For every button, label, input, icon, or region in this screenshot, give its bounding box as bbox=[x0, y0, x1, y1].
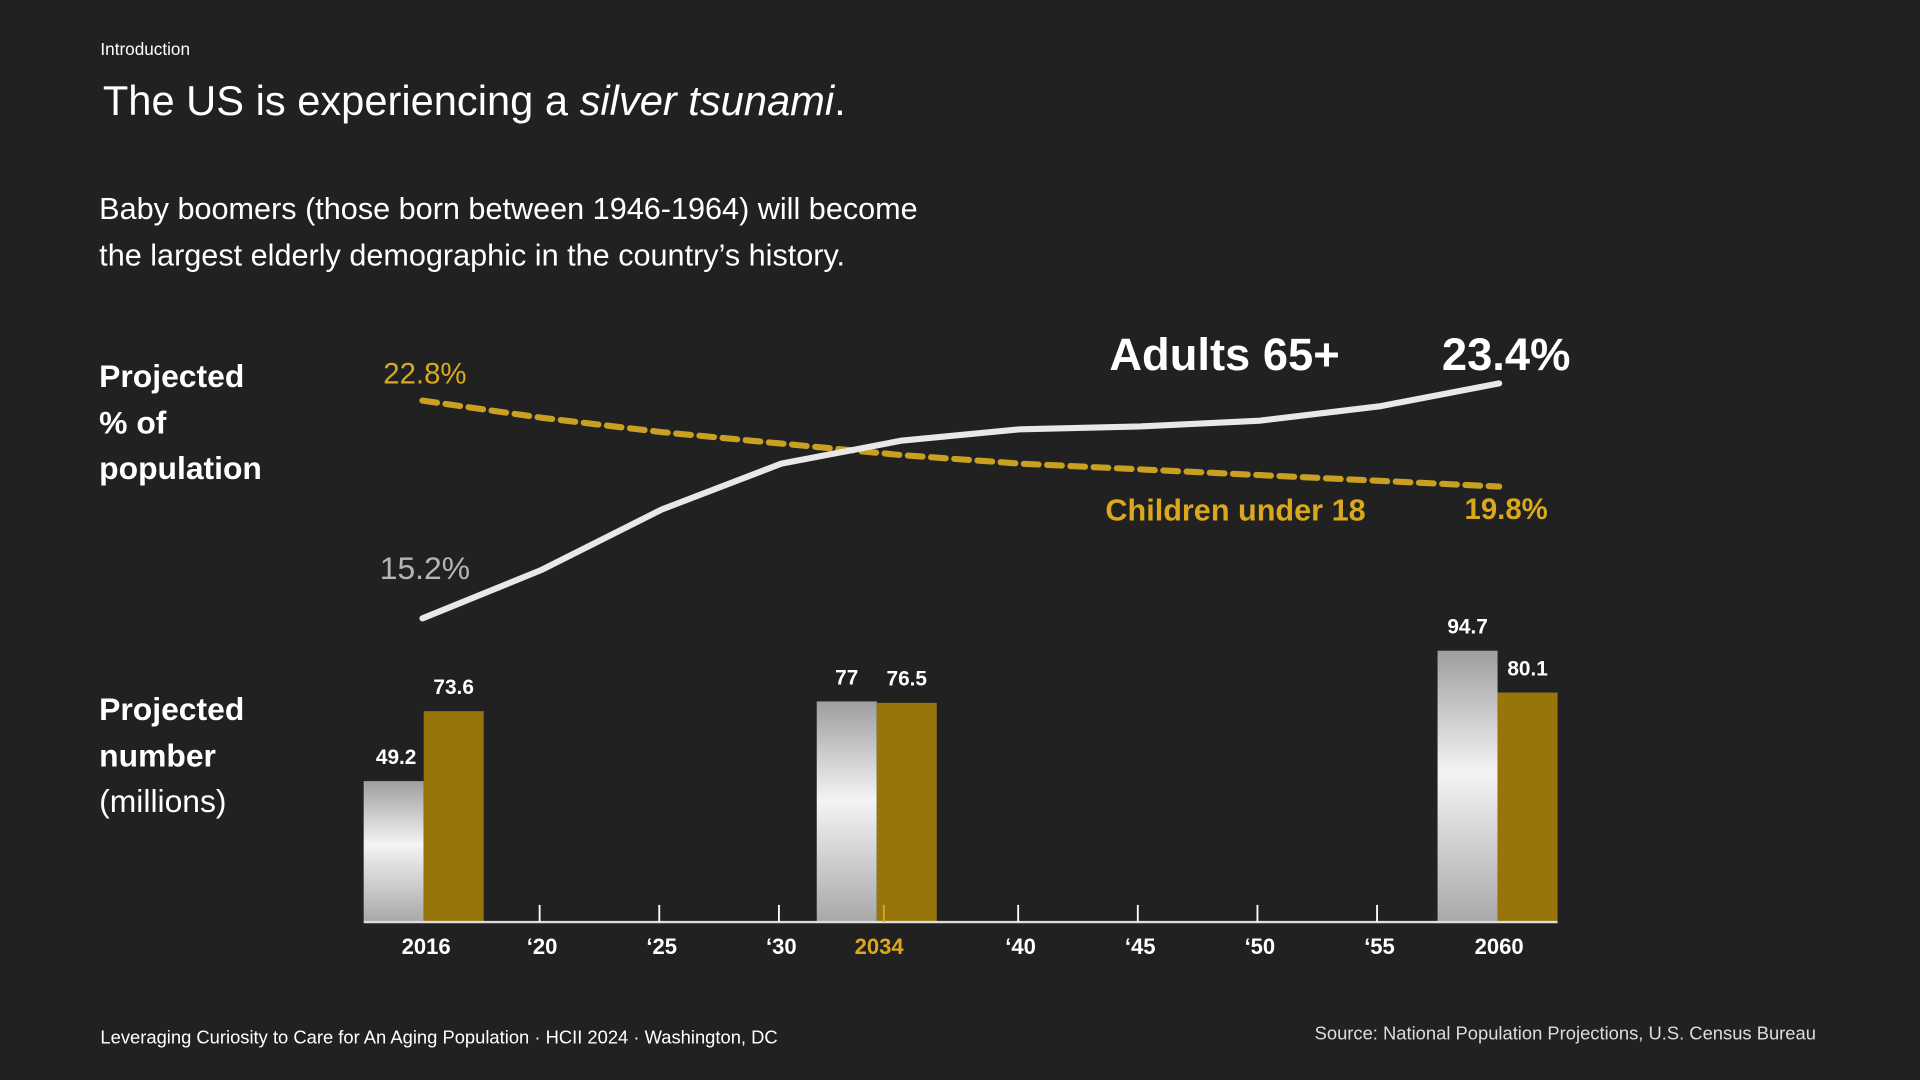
x-tick-label: 2016 bbox=[402, 934, 451, 959]
bar-adults-2016 bbox=[363, 781, 424, 923]
bar-adults-2034 bbox=[816, 701, 877, 923]
bar-children-2060 bbox=[1497, 692, 1558, 923]
adults-start-label: 15.2% bbox=[380, 550, 470, 586]
description-line-1: Baby boomers (those born between 1946-19… bbox=[99, 192, 918, 227]
bar-value-label: 49.2 bbox=[376, 746, 416, 769]
bar-value-label: 80.1 bbox=[1507, 657, 1547, 680]
label-line: number bbox=[99, 736, 216, 774]
x-tick-label: 2060 bbox=[1475, 934, 1524, 959]
title-text: The US is experiencing a bbox=[102, 78, 580, 125]
children-line bbox=[419, 397, 1503, 490]
adults-series-label: Adults 65+ bbox=[1109, 329, 1339, 380]
bar-value-label: 76.5 bbox=[887, 668, 927, 691]
footer-citation: Leveraging Curiosity to Care for An Agin… bbox=[100, 1027, 778, 1049]
label-line: population bbox=[99, 449, 262, 487]
label-line: Projected bbox=[99, 357, 245, 395]
adults-line bbox=[419, 380, 1503, 622]
bar-children-2034 bbox=[876, 702, 937, 923]
percent-row-label: Projected % of population bbox=[99, 354, 262, 492]
label-line: % of bbox=[99, 403, 167, 441]
slide-title: The US is experiencing a silver tsunami. bbox=[103, 78, 846, 126]
children-end-label: 19.8% bbox=[1464, 493, 1547, 526]
bar-value-label: 73.6 bbox=[433, 676, 473, 699]
x-tick-label: ‘45 bbox=[1125, 934, 1156, 959]
children-start-label: 22.8% bbox=[383, 357, 466, 390]
label-unit: (millions) bbox=[99, 782, 227, 820]
x-tick-label: 2034 bbox=[855, 934, 905, 959]
section-label: Introduction bbox=[100, 39, 191, 59]
bar-value-label: 94.7 bbox=[1447, 616, 1487, 639]
x-tick-label: ‘40 bbox=[1005, 934, 1036, 959]
x-tick-label: ‘20 bbox=[527, 934, 558, 959]
footer-source: Source: National Population Projections,… bbox=[1314, 1023, 1816, 1045]
title-emphasis: silver tsunami bbox=[579, 78, 835, 125]
x-tick-label: ‘50 bbox=[1245, 934, 1276, 959]
description-line-2: the largest elderly demographic in the c… bbox=[99, 238, 846, 274]
x-tick-label: ‘55 bbox=[1364, 934, 1395, 959]
children-series-label: Children under 18 bbox=[1105, 493, 1365, 527]
bar-value-label: 77 bbox=[835, 666, 858, 689]
bar-children-2016 bbox=[423, 711, 484, 923]
label-line: Projected bbox=[99, 690, 245, 728]
bar-adults-2060 bbox=[1437, 650, 1498, 923]
x-tick-label: ‘25 bbox=[646, 934, 677, 959]
number-row-label: Projected number (millions) bbox=[99, 687, 244, 825]
adults-end-label: 23.4% bbox=[1442, 329, 1570, 380]
title-period: . bbox=[834, 78, 846, 125]
x-tick-label: ‘30 bbox=[766, 934, 797, 959]
